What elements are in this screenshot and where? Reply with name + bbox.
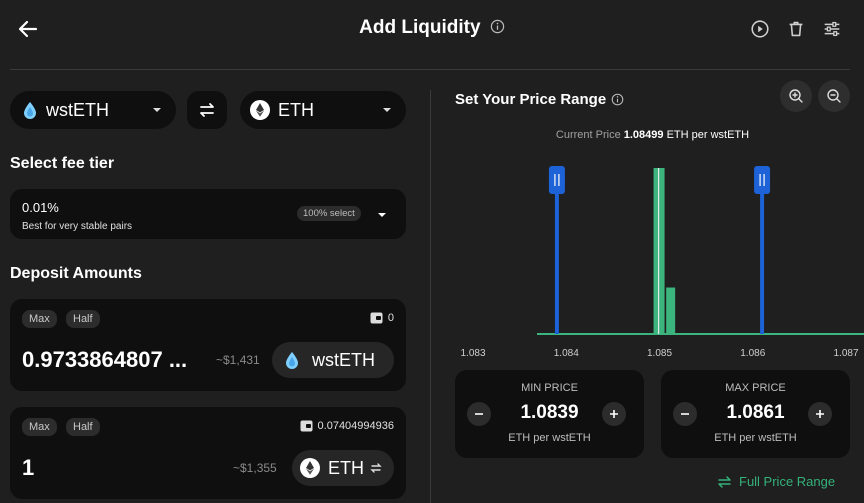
token1-selector[interactable]: ETH — [240, 91, 406, 129]
range-title-wrap: Set Your Price Range — [455, 91, 624, 108]
token1-symbol: ETH — [278, 99, 314, 120]
x-tick-label: 1.083 — [460, 348, 485, 359]
fee-select-badge: 100% select — [297, 206, 361, 221]
current-price-value: 1.08499 — [623, 129, 664, 141]
token1-deposit-selector[interactable]: ETH — [292, 450, 394, 486]
trash-icon[interactable] — [785, 18, 807, 40]
wallet-balance: 0 — [370, 312, 394, 324]
chevron-down-icon — [378, 213, 386, 217]
wallet-icon — [370, 312, 383, 324]
swap-arrows-icon — [200, 103, 214, 117]
min-decrement-button[interactable] — [467, 402, 491, 426]
fee-section-label: Select fee tier — [10, 155, 115, 172]
eth-icon — [250, 100, 270, 120]
info-icon[interactable] — [490, 19, 505, 34]
fee-tier-selector[interactable]: 0.01% Best for very stable pairs 100% se… — [10, 189, 406, 239]
full-price-range-label: Full Price Range — [739, 474, 836, 489]
play-tutorial-icon[interactable] — [749, 18, 771, 40]
max-price-unit: ETH per wstETH — [714, 432, 797, 444]
wsteth-icon — [24, 102, 36, 119]
max-price-box: MAX PRICE 1.0861 ETH per wstETH — [661, 370, 850, 458]
x-tick-label: 1.085 — [647, 348, 672, 359]
zoom-in-icon — [789, 89, 803, 103]
chevron-down-icon — [153, 108, 161, 112]
header-divider — [10, 69, 850, 70]
min-price-input[interactable]: 1.0839 — [520, 402, 579, 423]
half-button[interactable]: Half — [66, 310, 100, 328]
range-max-handle[interactable] — [754, 166, 771, 194]
fee-percent: 0.01% — [22, 200, 59, 215]
range-title: Set Your Price Range — [455, 91, 607, 108]
plus-icon — [816, 410, 824, 418]
deposit-box-token1: Max Half 0.07404994936 1 ~$1,355 ETH — [10, 407, 406, 499]
wallet-icon — [300, 420, 313, 432]
settings-sliders-icon[interactable] — [821, 18, 843, 40]
deposit-section-label: Deposit Amounts — [10, 265, 142, 282]
max-price-input[interactable]: 1.0861 — [726, 402, 785, 423]
info-icon[interactable] — [611, 93, 624, 106]
range-min-handle[interactable] — [548, 166, 565, 194]
page-title-wrap: Add Liquidity — [0, 17, 864, 39]
balance-value: 0.07404994936 — [317, 420, 394, 432]
liquidity-bar — [666, 287, 676, 334]
x-tick-label: 1.087 — [833, 348, 858, 359]
back-arrow-icon[interactable] — [16, 17, 40, 41]
page-title: Add Liquidity — [359, 17, 481, 38]
full-price-range-button[interactable]: Full Price Range — [717, 474, 835, 489]
max-button[interactable]: Max — [22, 310, 57, 328]
max-decrement-button[interactable] — [673, 402, 697, 426]
token0-symbol: wstETH — [46, 99, 109, 120]
x-tick-label: 1.084 — [554, 348, 579, 359]
deposit-token-symbol: wstETH — [312, 349, 375, 370]
min-price-box: MIN PRICE 1.0839 ETH per wstETH — [455, 370, 644, 458]
current-price: Current Price 1.08499 ETH per wstETH — [455, 129, 850, 141]
current-price-label: Current Price — [555, 129, 621, 141]
zoom-in-button[interactable] — [780, 80, 812, 112]
deposit-token-symbol: ETH — [328, 457, 364, 478]
current-price-unit: ETH per wstETH — [666, 129, 750, 141]
column-divider — [430, 90, 431, 503]
amount-input[interactable]: 0.9733864807 ... — [22, 347, 188, 372]
header: Add Liquidity — [0, 0, 864, 60]
swap-arrows-icon — [370, 463, 382, 473]
liquidity-chart: 1.083 1.084 1.085 1.086 1.087 — [460, 166, 864, 359]
usd-value: ~$1,355 — [233, 461, 277, 475]
zoom-out-button[interactable] — [818, 80, 850, 112]
plus-icon — [610, 410, 618, 418]
fee-description: Best for very stable pairs — [22, 221, 133, 232]
minus-icon — [681, 413, 689, 415]
min-price-unit: ETH per wstETH — [508, 432, 591, 444]
min-increment-button[interactable] — [602, 402, 626, 426]
min-price-label: MIN PRICE — [521, 382, 578, 394]
x-tick-label: 1.086 — [740, 348, 765, 359]
token0-selector[interactable]: wstETH — [10, 91, 176, 129]
minus-icon — [475, 413, 483, 415]
max-button[interactable]: Max — [22, 418, 57, 436]
deposit-box-token0: Max Half 0 0.9733864807 ... ~$1,431 wstE… — [10, 299, 406, 391]
usd-value: ~$1,431 — [216, 353, 260, 367]
max-increment-button[interactable] — [808, 402, 832, 426]
zoom-out-icon — [827, 89, 841, 103]
token0-deposit-selector[interactable]: wstETH — [272, 342, 394, 378]
eth-icon — [300, 458, 320, 478]
chevron-down-icon — [383, 108, 391, 112]
amount-input[interactable]: 1 — [22, 455, 35, 480]
half-button[interactable]: Half — [66, 418, 100, 436]
swap-tokens-button[interactable] — [187, 91, 227, 129]
max-price-label: MAX PRICE — [725, 382, 786, 394]
balance-value: 0 — [387, 312, 394, 324]
wallet-balance: 0.07404994936 — [300, 420, 394, 432]
swap-arrows-icon — [718, 475, 731, 488]
wsteth-icon — [286, 352, 298, 369]
